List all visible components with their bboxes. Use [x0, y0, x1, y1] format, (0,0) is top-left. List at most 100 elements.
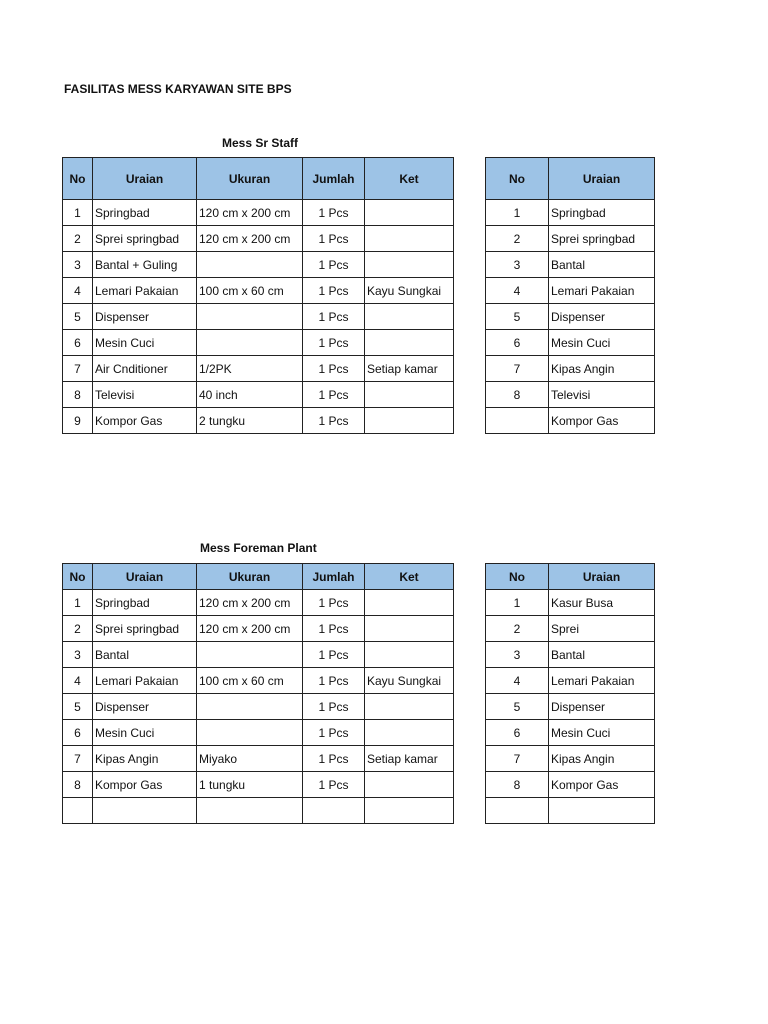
table-row: 6 Mesin Cuci 1 Pcs [62, 329, 454, 356]
table-cell: 4 [485, 667, 549, 694]
table-cell: 1 Pcs [302, 225, 365, 252]
table-row: 6 Mesin Cuci [485, 329, 655, 356]
table-cell: 8 [62, 381, 93, 408]
table-cell: 2 [62, 615, 93, 642]
table-cell: Dispenser [548, 693, 655, 720]
column-header-uraian: Uraian [548, 157, 655, 200]
table-cell: 6 [62, 719, 93, 746]
table-cell: Sprei springbad [92, 225, 197, 252]
table-cell [196, 641, 303, 668]
table-cell: Mesin Cuci [548, 719, 655, 746]
table-cell [196, 251, 303, 278]
table-cell [196, 329, 303, 356]
header-row: No Uraian [485, 563, 655, 590]
table-cell: 1 tungku [196, 771, 303, 798]
table-cell: 100 cm x 60 cm [196, 277, 303, 304]
table-row: 8 Kompor Gas [485, 771, 655, 798]
table-cell: Dispenser [548, 303, 655, 330]
table-cell: 2 [485, 615, 549, 642]
table-cell [364, 407, 454, 434]
column-header-ukuran: Ukuran [196, 157, 303, 200]
table-cell [364, 589, 454, 616]
table-row: 5 Dispenser 1 Pcs [62, 303, 454, 330]
table-cell: 3 [485, 251, 549, 278]
table-cell: 1 [62, 589, 93, 616]
table-cell [92, 797, 197, 824]
table-cell: Setiap kamar [364, 355, 454, 382]
table-cell: Sprei [548, 615, 655, 642]
table-row: 3 Bantal [485, 251, 655, 278]
table-cell: Lemari Pakaian [548, 277, 655, 304]
table-cell: 7 [62, 745, 93, 772]
table-cell [485, 797, 549, 824]
table-cell [364, 719, 454, 746]
table-cell: 3 [62, 251, 93, 278]
table-cell: Bantal [92, 641, 197, 668]
table-cell: 5 [62, 693, 93, 720]
table-cell: 1 [485, 589, 549, 616]
table-cell: Mesin Cuci [548, 329, 655, 356]
table-cell: Kipas Angin [548, 745, 655, 772]
table-cell [485, 407, 549, 434]
table-cell: 1 Pcs [302, 693, 365, 720]
foreman-side-table: No Uraian 1 Kasur Busa 2 Sprei 3 Bantal 4 Lemari… [485, 563, 655, 824]
table-cell: Lemari Pakaian [92, 667, 197, 694]
table-row: 1 Kasur Busa [485, 589, 655, 616]
table-cell: 4 [485, 277, 549, 304]
table-cell: 1 Pcs [302, 329, 365, 356]
table-cell: Kipas Angin [548, 355, 655, 382]
table-cell: 5 [485, 303, 549, 330]
table-cell: Mesin Cuci [92, 329, 197, 356]
table-cell: Kompor Gas [92, 771, 197, 798]
table-cell: 40 inch [196, 381, 303, 408]
column-header-jumlah: Jumlah [302, 157, 365, 200]
section-title-sr-staff: Mess Sr Staff [222, 136, 299, 150]
table-cell: Televisi [92, 381, 197, 408]
table-row: 6 Mesin Cuci [485, 719, 655, 746]
table-cell: 1/2PK [196, 355, 303, 382]
table-cell: 1 Pcs [302, 719, 365, 746]
table-row: 3 Bantal [485, 641, 655, 668]
sr-staff-side-table: No Uraian 1 Springbad 2 Sprei springbad 3 Bant… [485, 157, 655, 434]
table-cell: Kayu Sungkai [364, 667, 454, 694]
table-cell [364, 771, 454, 798]
table-row: 8 Kompor Gas 1 tungku 1 Pcs [62, 771, 454, 798]
column-header-no: No [62, 563, 93, 590]
column-header-ukuran: Ukuran [196, 563, 303, 590]
table-cell: 1 Pcs [302, 745, 365, 772]
table-row: 2 Sprei springbad 120 cm x 200 cm 1 Pcs [62, 225, 454, 252]
table-cell: 7 [485, 355, 549, 382]
table-cell: 4 [62, 667, 93, 694]
table-row: 3 Bantal + Guling 1 Pcs [62, 251, 454, 278]
table-row: 1 Springbad [485, 199, 655, 226]
table-row: 4 Lemari Pakaian [485, 277, 655, 304]
table-cell [196, 303, 303, 330]
table-cell: 1 Pcs [302, 277, 365, 304]
table-cell [364, 797, 454, 824]
table-row: 5 Dispenser [485, 303, 655, 330]
table-cell: Kipas Angin [92, 745, 197, 772]
table-row: 5 Dispenser [485, 693, 655, 720]
column-header-uraian: Uraian [548, 563, 655, 590]
table-cell: 2 [62, 225, 93, 252]
table-cell: Sprei springbad [548, 225, 655, 252]
table-cell: Springbad [548, 199, 655, 226]
table-cell [548, 797, 655, 824]
page-title: FASILITAS MESS KARYAWAN SITE BPS [64, 82, 292, 96]
table-cell [364, 641, 454, 668]
table-cell: 3 [62, 641, 93, 668]
table-cell: 6 [62, 329, 93, 356]
table-cell: 6 [485, 719, 549, 746]
column-header-no: No [485, 563, 549, 590]
table-row: 7 Kipas Angin Miyako 1 Pcs Setiap kamar [62, 745, 454, 772]
table-cell [364, 693, 454, 720]
table-cell: 2 [485, 225, 549, 252]
table-cell [364, 225, 454, 252]
table-cell: 120 cm x 200 cm [196, 199, 303, 226]
table-cell: 7 [485, 745, 549, 772]
table-cell [196, 693, 303, 720]
table-cell [364, 199, 454, 226]
table-row: 4 Lemari Pakaian 100 cm x 60 cm 1 Pcs Kayu S… [62, 667, 454, 694]
table-cell: 1 Pcs [302, 355, 365, 382]
table-cell: Kasur Busa [548, 589, 655, 616]
